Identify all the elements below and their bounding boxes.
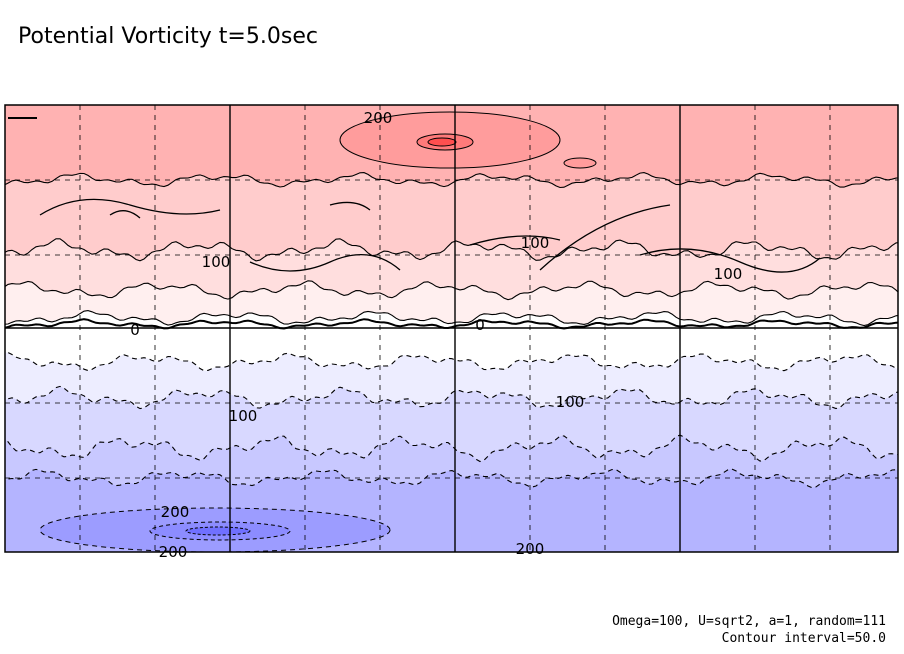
zero-contour-line	[5, 318, 898, 330]
contour-label-8: 200	[161, 503, 190, 521]
contour-lines	[5, 117, 898, 489]
filament-0	[39, 198, 221, 216]
negative-vortex-center	[185, 526, 251, 536]
contour-label-1: 100	[202, 253, 231, 271]
contour-label-10: 200	[516, 540, 545, 558]
contour-line-8	[5, 468, 898, 489]
positive-vortex-center	[427, 137, 457, 147]
contour-labels: 200 100 100 100 0 0 100 100 200 200 200	[130, 109, 743, 561]
grid-lines	[5, 105, 898, 552]
contour-line-4	[5, 310, 898, 327]
positive-vortex-small	[563, 157, 597, 169]
contour-label-0: 200	[364, 109, 393, 127]
contour-line-2	[5, 238, 898, 262]
filament-6	[329, 201, 371, 211]
contour-label-2: 100	[521, 234, 550, 252]
contour-label-6: 100	[229, 407, 258, 425]
contour-label-9: 200	[159, 543, 188, 561]
contour-line-1	[5, 172, 898, 189]
contour-line-3	[5, 280, 898, 301]
contour-label-4: 0	[130, 321, 140, 339]
contour-line-5	[5, 351, 898, 372]
filament-3	[539, 204, 671, 271]
filament-4	[639, 248, 821, 273]
parameters-note: Omega=100, U=sqrt2, a=1, random=111	[612, 614, 886, 629]
filament-1	[249, 254, 401, 272]
contour-fill-blobs	[39, 111, 597, 552]
contour-line-7	[5, 434, 898, 463]
contour-label-7: 100	[556, 393, 585, 411]
plot-frame	[4, 104, 899, 553]
filament-2	[469, 235, 561, 246]
chart-title: Potential Vorticity t=5.0sec	[18, 24, 318, 49]
contour-label-3: 100	[714, 265, 743, 283]
contour-interval-note: Contour interval=50.0	[721, 631, 886, 646]
filament-5	[109, 210, 141, 219]
contour-label-5: 0	[475, 316, 485, 334]
